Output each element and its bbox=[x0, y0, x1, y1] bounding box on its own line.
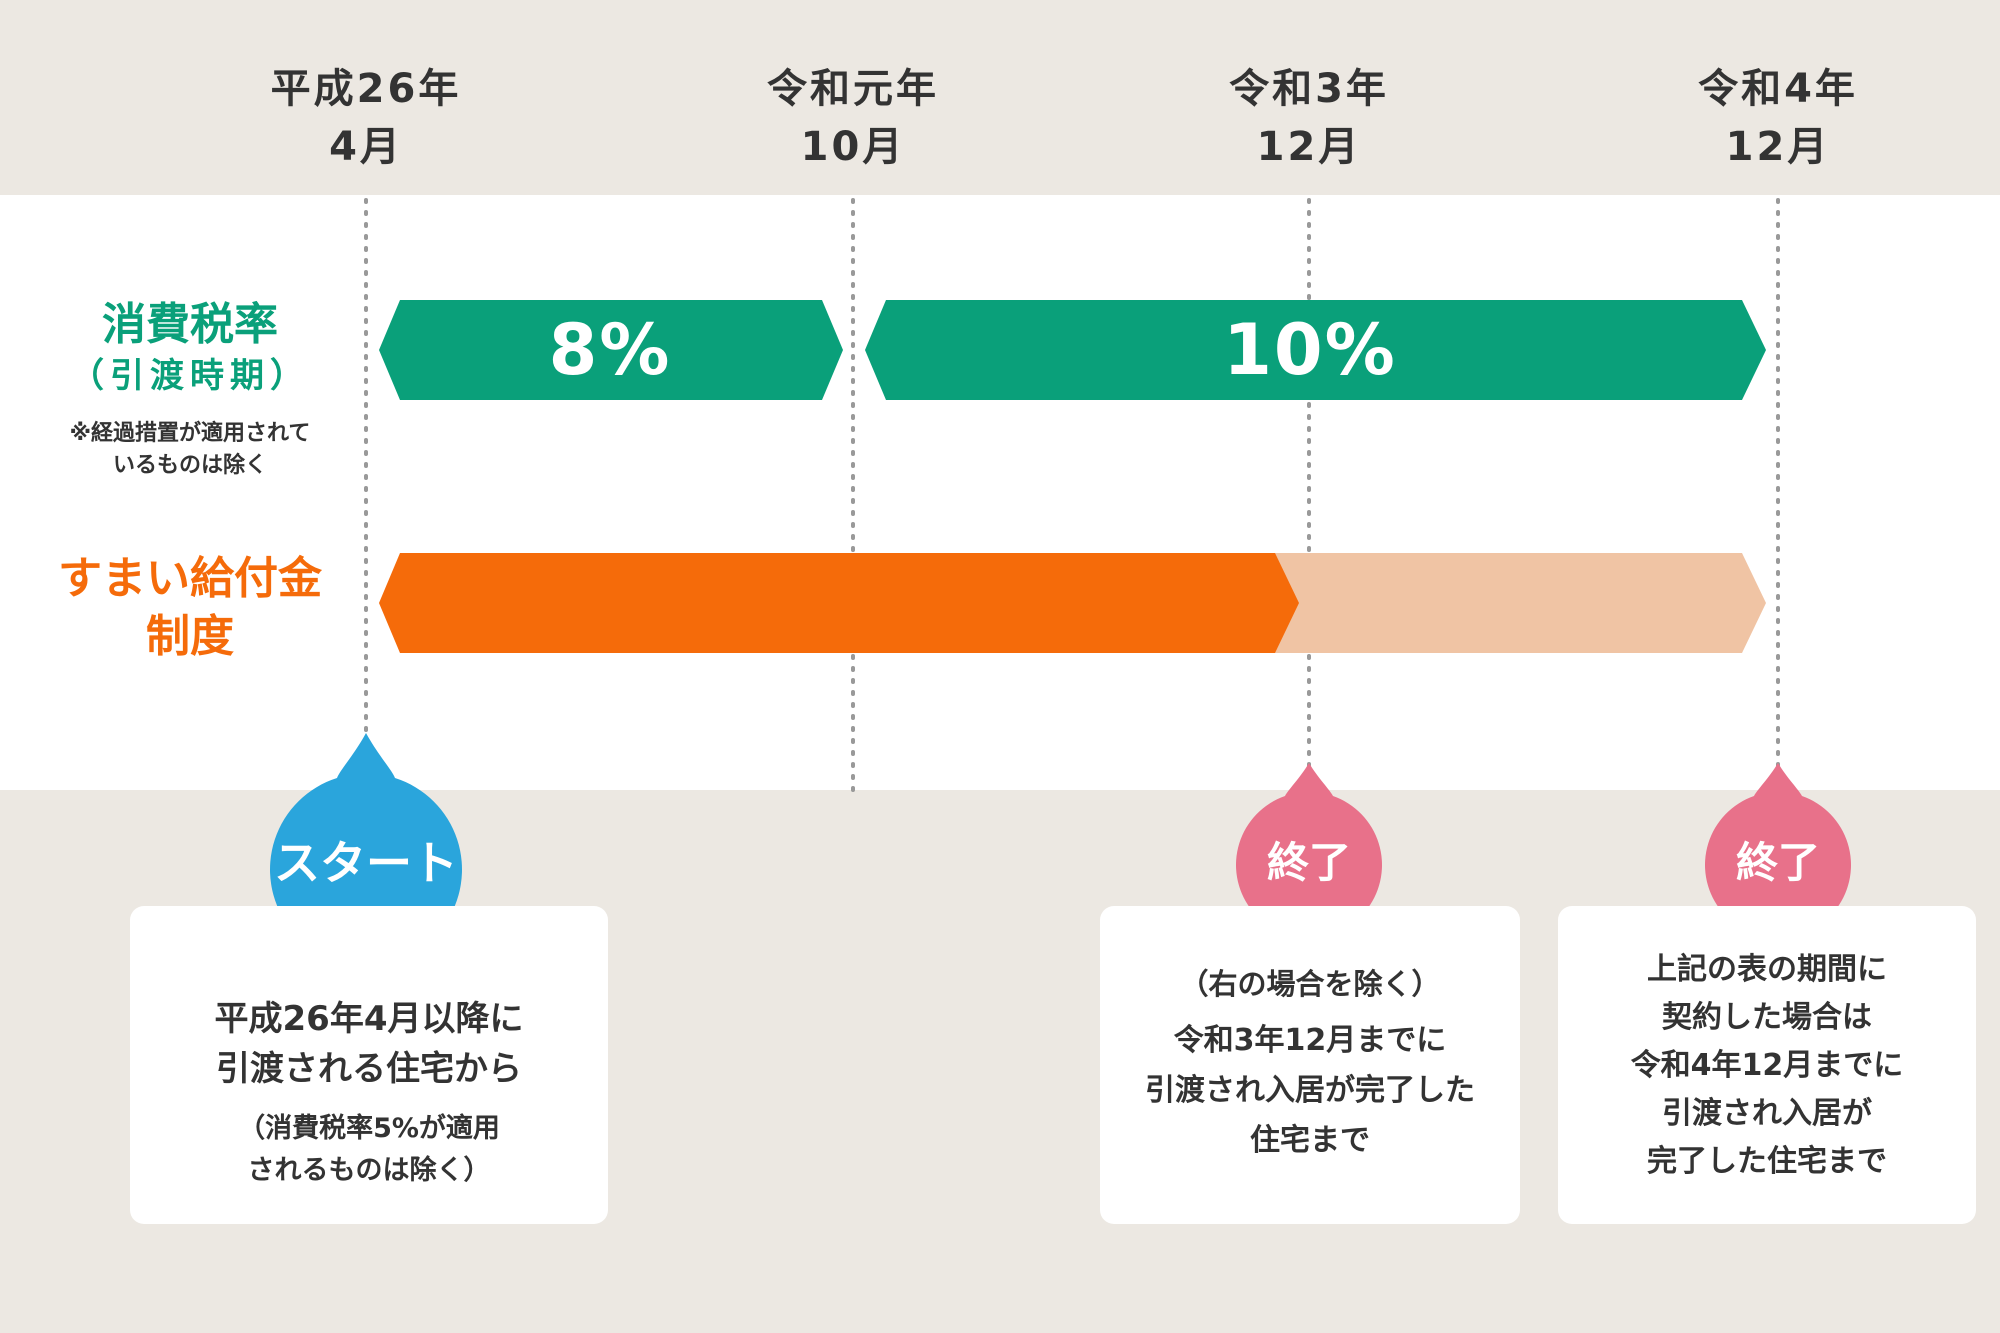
end-marker-label-2: 終了 bbox=[1735, 838, 1820, 887]
date-month: 12月 bbox=[1725, 124, 1831, 170]
end-card-line: 令和3年12月までに bbox=[1173, 1023, 1447, 1058]
start-marker-label: スタート bbox=[274, 836, 458, 890]
start-card: 平成26年4月以降に 引渡される住宅から （消費税率5%が適用 されるものは除く… bbox=[130, 906, 608, 1224]
end-marker-drop-1 bbox=[1235, 763, 1382, 938]
start-card-line: 引渡される住宅から bbox=[216, 1049, 522, 1089]
end-card-line: 引渡され入居が bbox=[1662, 1096, 1872, 1131]
end-card-line: 住宅まで bbox=[1250, 1123, 1370, 1158]
date-year: 令和元年 bbox=[767, 66, 939, 112]
end-card-line: 令和4年12月までに bbox=[1630, 1048, 1904, 1083]
tax-rate-10-label: 10% bbox=[1223, 309, 1397, 391]
date-reiwa1-october: 令和元年 10月 bbox=[733, 60, 973, 176]
sumai-title-line: すまい給付金 bbox=[58, 553, 322, 604]
end-card-2: 上記の表の期間に 契約した場合は 令和4年12月までに 引渡され入居が 完了した… bbox=[1558, 906, 1976, 1224]
tax-rate-8-label: 8% bbox=[548, 309, 672, 391]
timeline-band bbox=[0, 195, 2000, 790]
sumai-bar-faded bbox=[1270, 553, 1766, 653]
date-reiwa4-december: 令和4年 12月 bbox=[1658, 60, 1898, 176]
start-card-line: 平成26年4月以降に bbox=[214, 999, 524, 1039]
date-month: 12月 bbox=[1256, 124, 1362, 170]
end-marker-drop-2 bbox=[1704, 763, 1851, 938]
tax-bar-8 bbox=[379, 300, 843, 400]
end-card-line: 引渡され入居が完了した bbox=[1145, 1073, 1475, 1108]
header-band bbox=[0, 0, 2000, 195]
tax-row-title: 消費税率 bbox=[102, 299, 278, 350]
tax-row-note: ※経過措置が適用されて いるものは除く bbox=[20, 418, 360, 482]
tax-row-subtitle: （引渡時期） bbox=[70, 356, 310, 396]
tax-note-line: ※経過措置が適用されて bbox=[69, 421, 311, 446]
date-year: 令和4年 bbox=[1698, 66, 1858, 112]
date-month: 4月 bbox=[329, 124, 403, 170]
date-month: 10月 bbox=[800, 124, 906, 170]
end-card-heading: （右の場合を除く） bbox=[1179, 967, 1441, 1001]
sumai-row-title: すまい給付金 制度 bbox=[30, 550, 350, 666]
sumai-title-line: 制度 bbox=[146, 611, 234, 662]
start-card-note: （消費税率5%が適用 bbox=[238, 1113, 500, 1144]
end-card-line: 上記の表の期間に bbox=[1647, 952, 1887, 987]
date-reiwa3-december: 令和3年 12月 bbox=[1189, 60, 1429, 176]
sumai-bar-active bbox=[379, 553, 1299, 653]
date-year: 平成26年 bbox=[270, 66, 462, 112]
end-card-1: （右の場合を除く） 令和3年12月までに 引渡され入居が完了した 住宅まで bbox=[1100, 906, 1520, 1224]
tax-bar-10 bbox=[865, 300, 1766, 400]
end-marker-label-1: 終了 bbox=[1266, 838, 1351, 887]
start-card-note: されるものは除く） bbox=[247, 1155, 491, 1186]
end-card-line: 完了した住宅まで bbox=[1647, 1144, 1887, 1179]
tax-note-line: いるものは除く bbox=[112, 453, 267, 478]
date-heisei26-april: 平成26年 4月 bbox=[246, 60, 486, 176]
end-card-line: 契約した場合は bbox=[1662, 1000, 1872, 1035]
date-year: 令和3年 bbox=[1229, 66, 1389, 112]
